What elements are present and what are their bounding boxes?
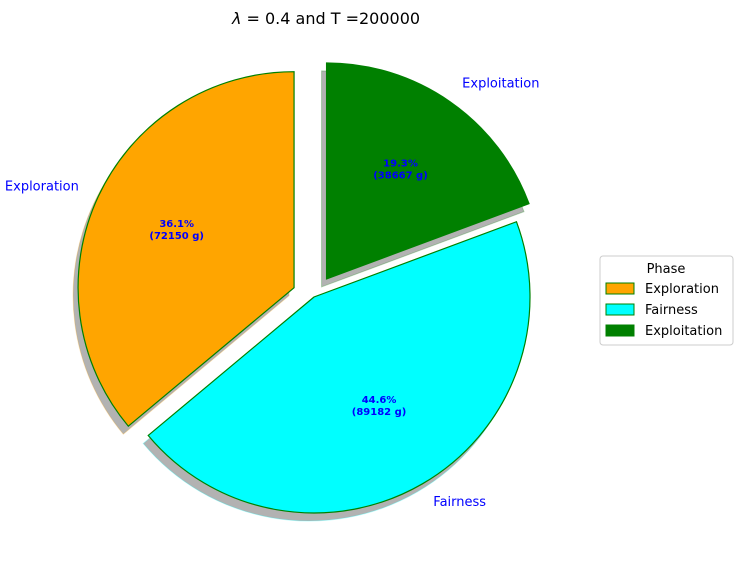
pie-slices (77, 62, 531, 514)
slice-percent-value-fairness: 44.6% (362, 395, 397, 406)
slice-percent-exploitation: 19.3% (38667 g) (373, 159, 428, 182)
legend-swatch-fairness (605, 303, 635, 316)
chart-title: λ = 0.4 and T =200000 (231, 9, 420, 28)
slice-percent-exploration: 36.1% (72150 g) (149, 219, 204, 242)
slice-percent-value-exploration: 36.1% (159, 219, 194, 230)
legend-label-exploration: Exploration (645, 282, 719, 297)
chart-title-rest: = 0.4 and T =200000 (241, 9, 420, 28)
slice-label-fairness: Fairness (433, 495, 486, 510)
legend-label-fairness: Fairness (645, 303, 698, 318)
legend-items: Exploration Fairness Exploitation (605, 282, 722, 339)
legend-label-exploitation: Exploitation (645, 324, 722, 339)
slice-label-exploration: Exploration (5, 180, 79, 195)
legend: Phase Exploration Fairness Exploitation (599, 255, 734, 346)
slice-fairness (147, 220, 531, 514)
slice-exploitation (325, 62, 530, 280)
slice-percent-fairness: 44.6% (89182 g) (352, 395, 407, 418)
legend-swatch-exploration (605, 282, 635, 295)
slice-percent-value-exploitation: 19.3% (383, 159, 418, 170)
slice-amount-value-exploration: (72150 g) (149, 231, 204, 242)
chart-title-lambda: λ (231, 9, 241, 28)
slice-label-exploitation: Exploitation (462, 76, 539, 91)
legend-title: Phase (647, 262, 686, 277)
slice-exploration (77, 71, 295, 427)
legend-swatch-exploitation (605, 324, 635, 337)
legend-frame (599, 255, 734, 346)
slice-amount-value-exploitation: (38667 g) (373, 171, 428, 182)
slice-amount-value-fairness: (89182 g) (352, 407, 407, 418)
slice-labels: Exploration 36.1% (72150 g) Fairness 44.6% (8… (5, 76, 540, 510)
